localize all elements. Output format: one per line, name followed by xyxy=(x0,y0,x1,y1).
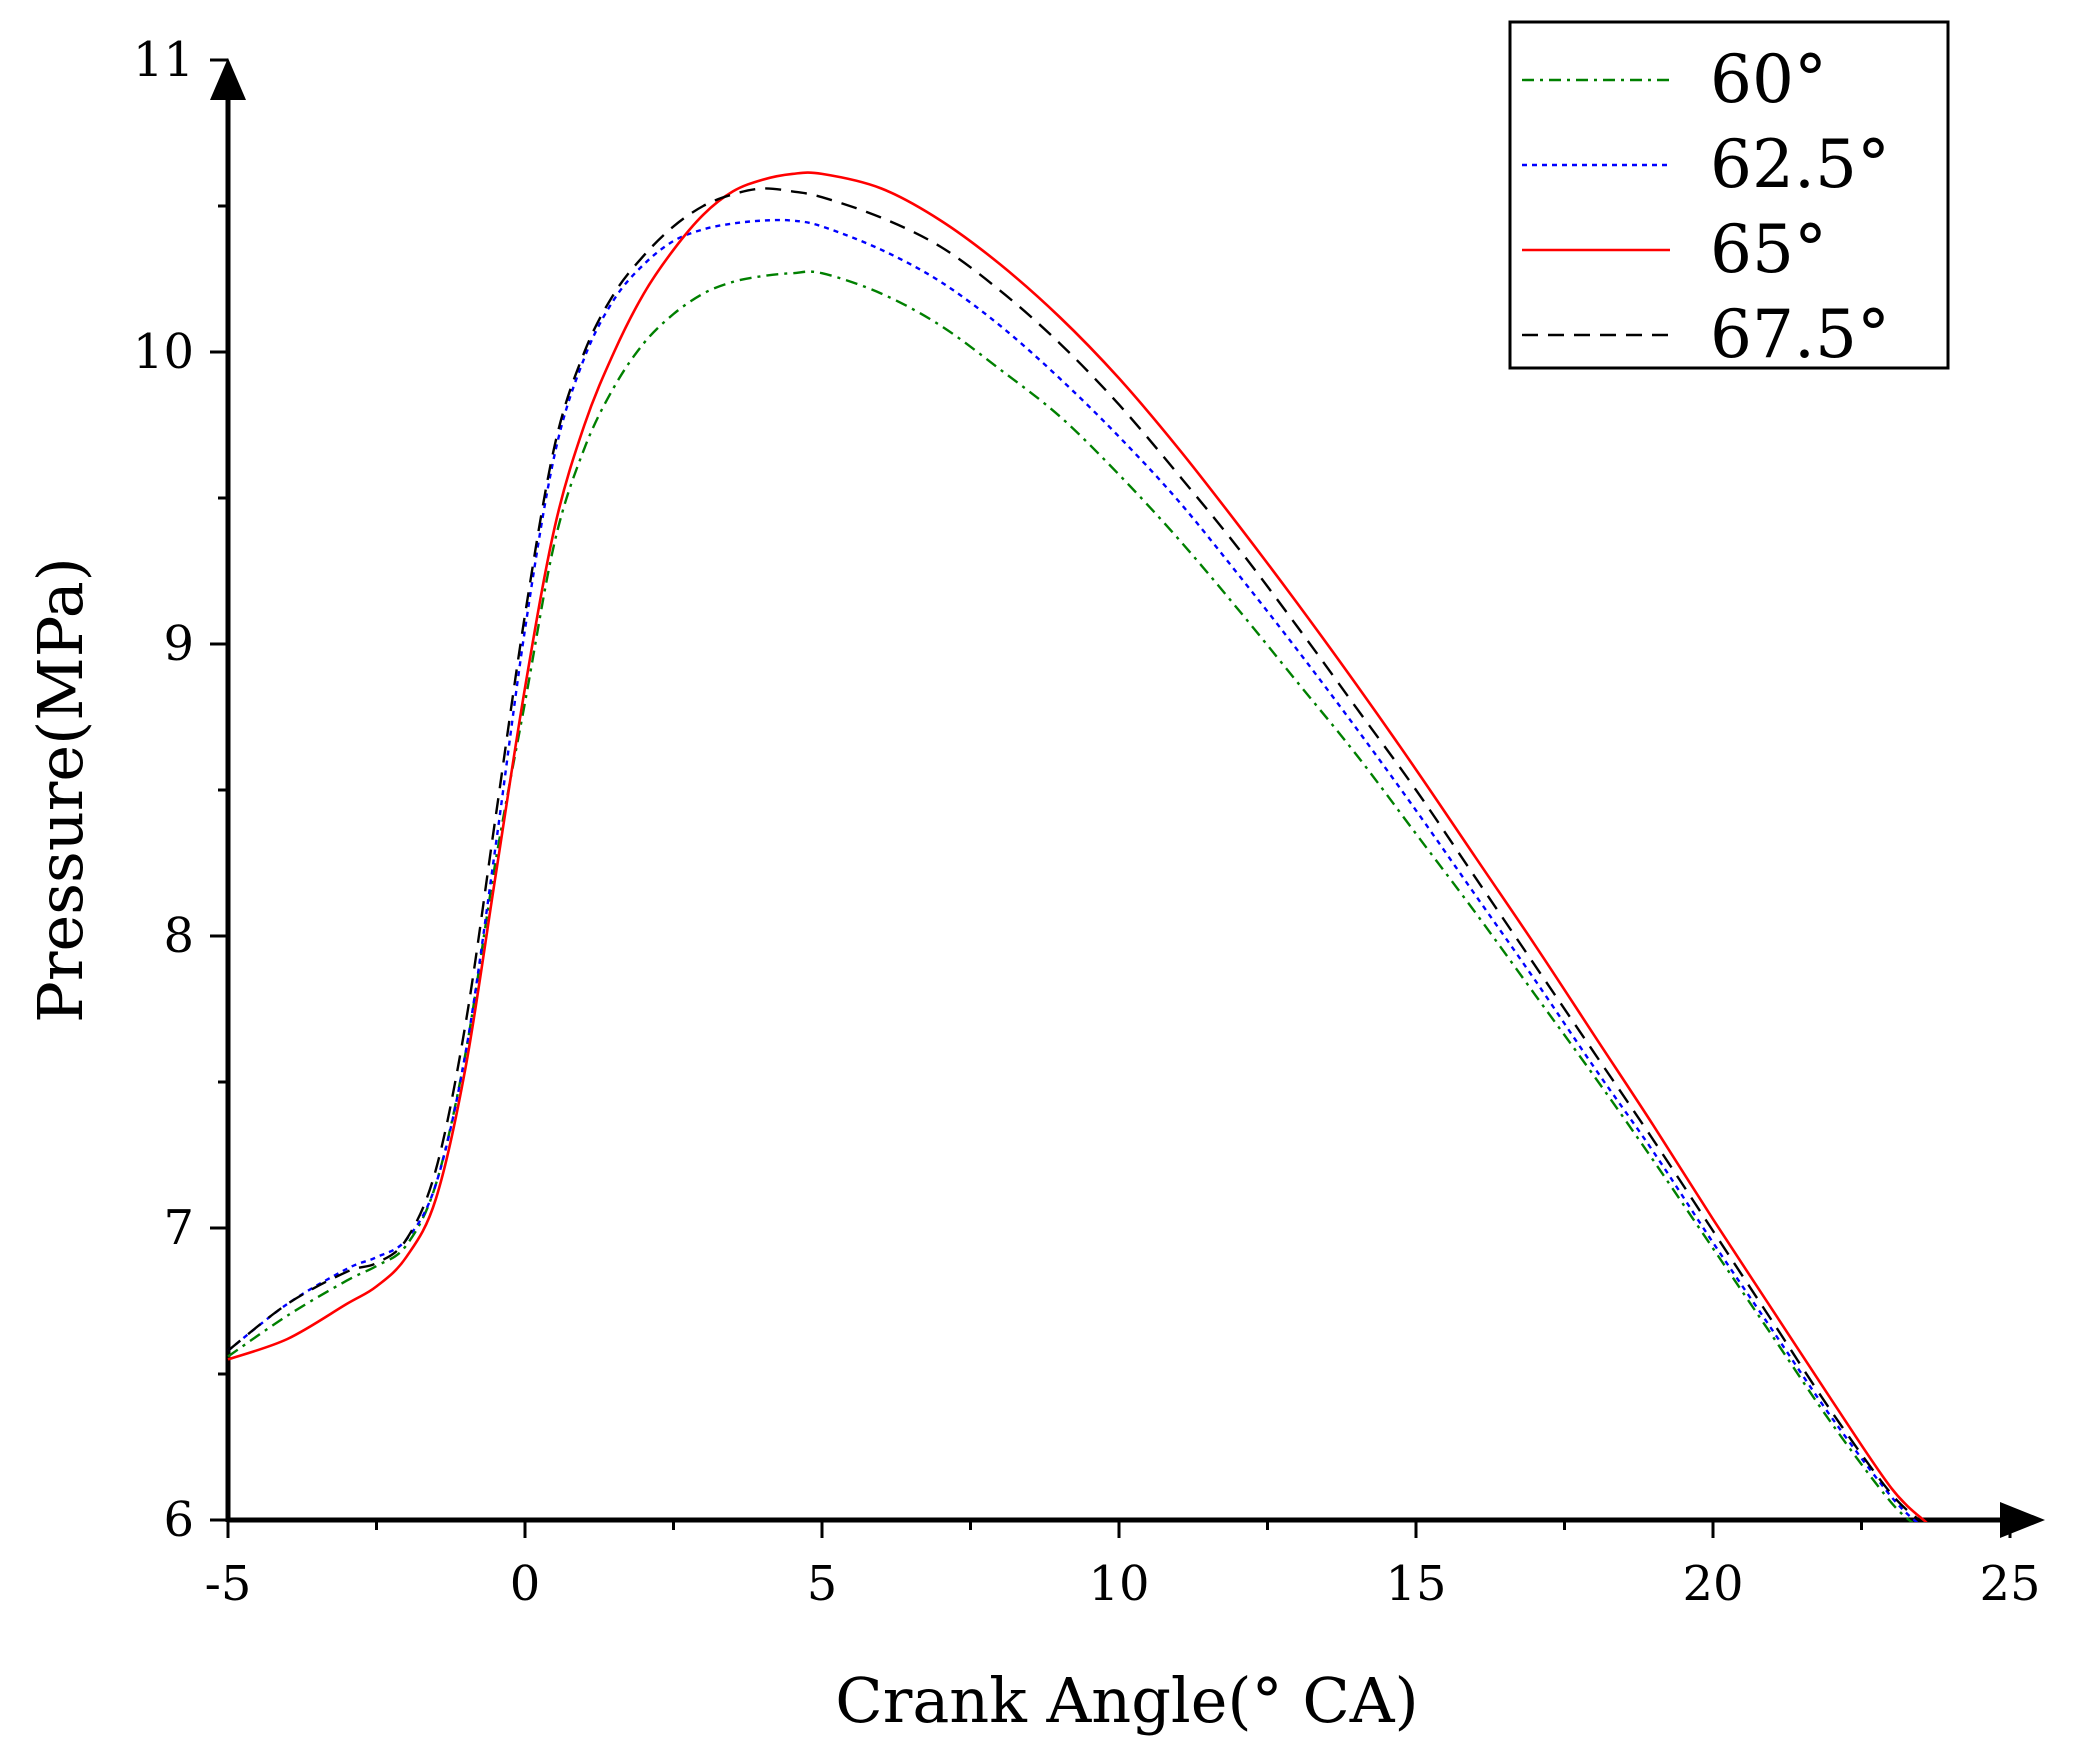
x-tick-label: 15 xyxy=(1385,1556,1446,1612)
legend-items: 60° 62.5° 65° 67.5° xyxy=(1522,41,1890,373)
x-tick-label: 10 xyxy=(1088,1556,1149,1612)
series-line-4 xyxy=(227,187,1924,1522)
legend-label-3: 65° xyxy=(1710,211,1827,288)
y-tick-label: 8 xyxy=(163,908,194,964)
legend-label-1: 60° xyxy=(1710,41,1827,118)
y-tick-label: 9 xyxy=(163,616,194,672)
x-tick-label: 0 xyxy=(510,1556,541,1612)
x-tick-label: 5 xyxy=(807,1556,838,1612)
y-tick-label: 11 xyxy=(133,32,194,88)
y-tick-label: 7 xyxy=(163,1200,194,1256)
series-line-3 xyxy=(227,171,1928,1522)
x-axis-arrow xyxy=(2000,1502,2045,1538)
legend-label-2: 62.5° xyxy=(1710,126,1890,203)
y-tick-label: 10 xyxy=(133,324,194,380)
y-axis-title: Pressure(MPa) xyxy=(24,557,97,1023)
series-lines xyxy=(227,171,1928,1522)
legend: 60° 62.5° 65° 67.5° xyxy=(1508,20,1950,373)
x-axis-title: Crank Angle(° CA) xyxy=(835,1664,1418,1737)
tick-labels: -5 0 5 10 15 20 25 6 7 8 9 10 11 xyxy=(133,32,2041,1612)
series-line-2 xyxy=(227,218,1919,1522)
series-line-1 xyxy=(227,270,1914,1522)
y-tick-label: 6 xyxy=(163,1492,194,1548)
x-tick-label: -5 xyxy=(205,1556,252,1612)
x-tick-label: 25 xyxy=(1979,1556,2040,1612)
x-tick-label: 20 xyxy=(1682,1556,1743,1612)
ticks xyxy=(210,58,2012,1538)
legend-label-4: 67.5° xyxy=(1710,296,1890,373)
y-axis-arrow xyxy=(210,58,246,100)
